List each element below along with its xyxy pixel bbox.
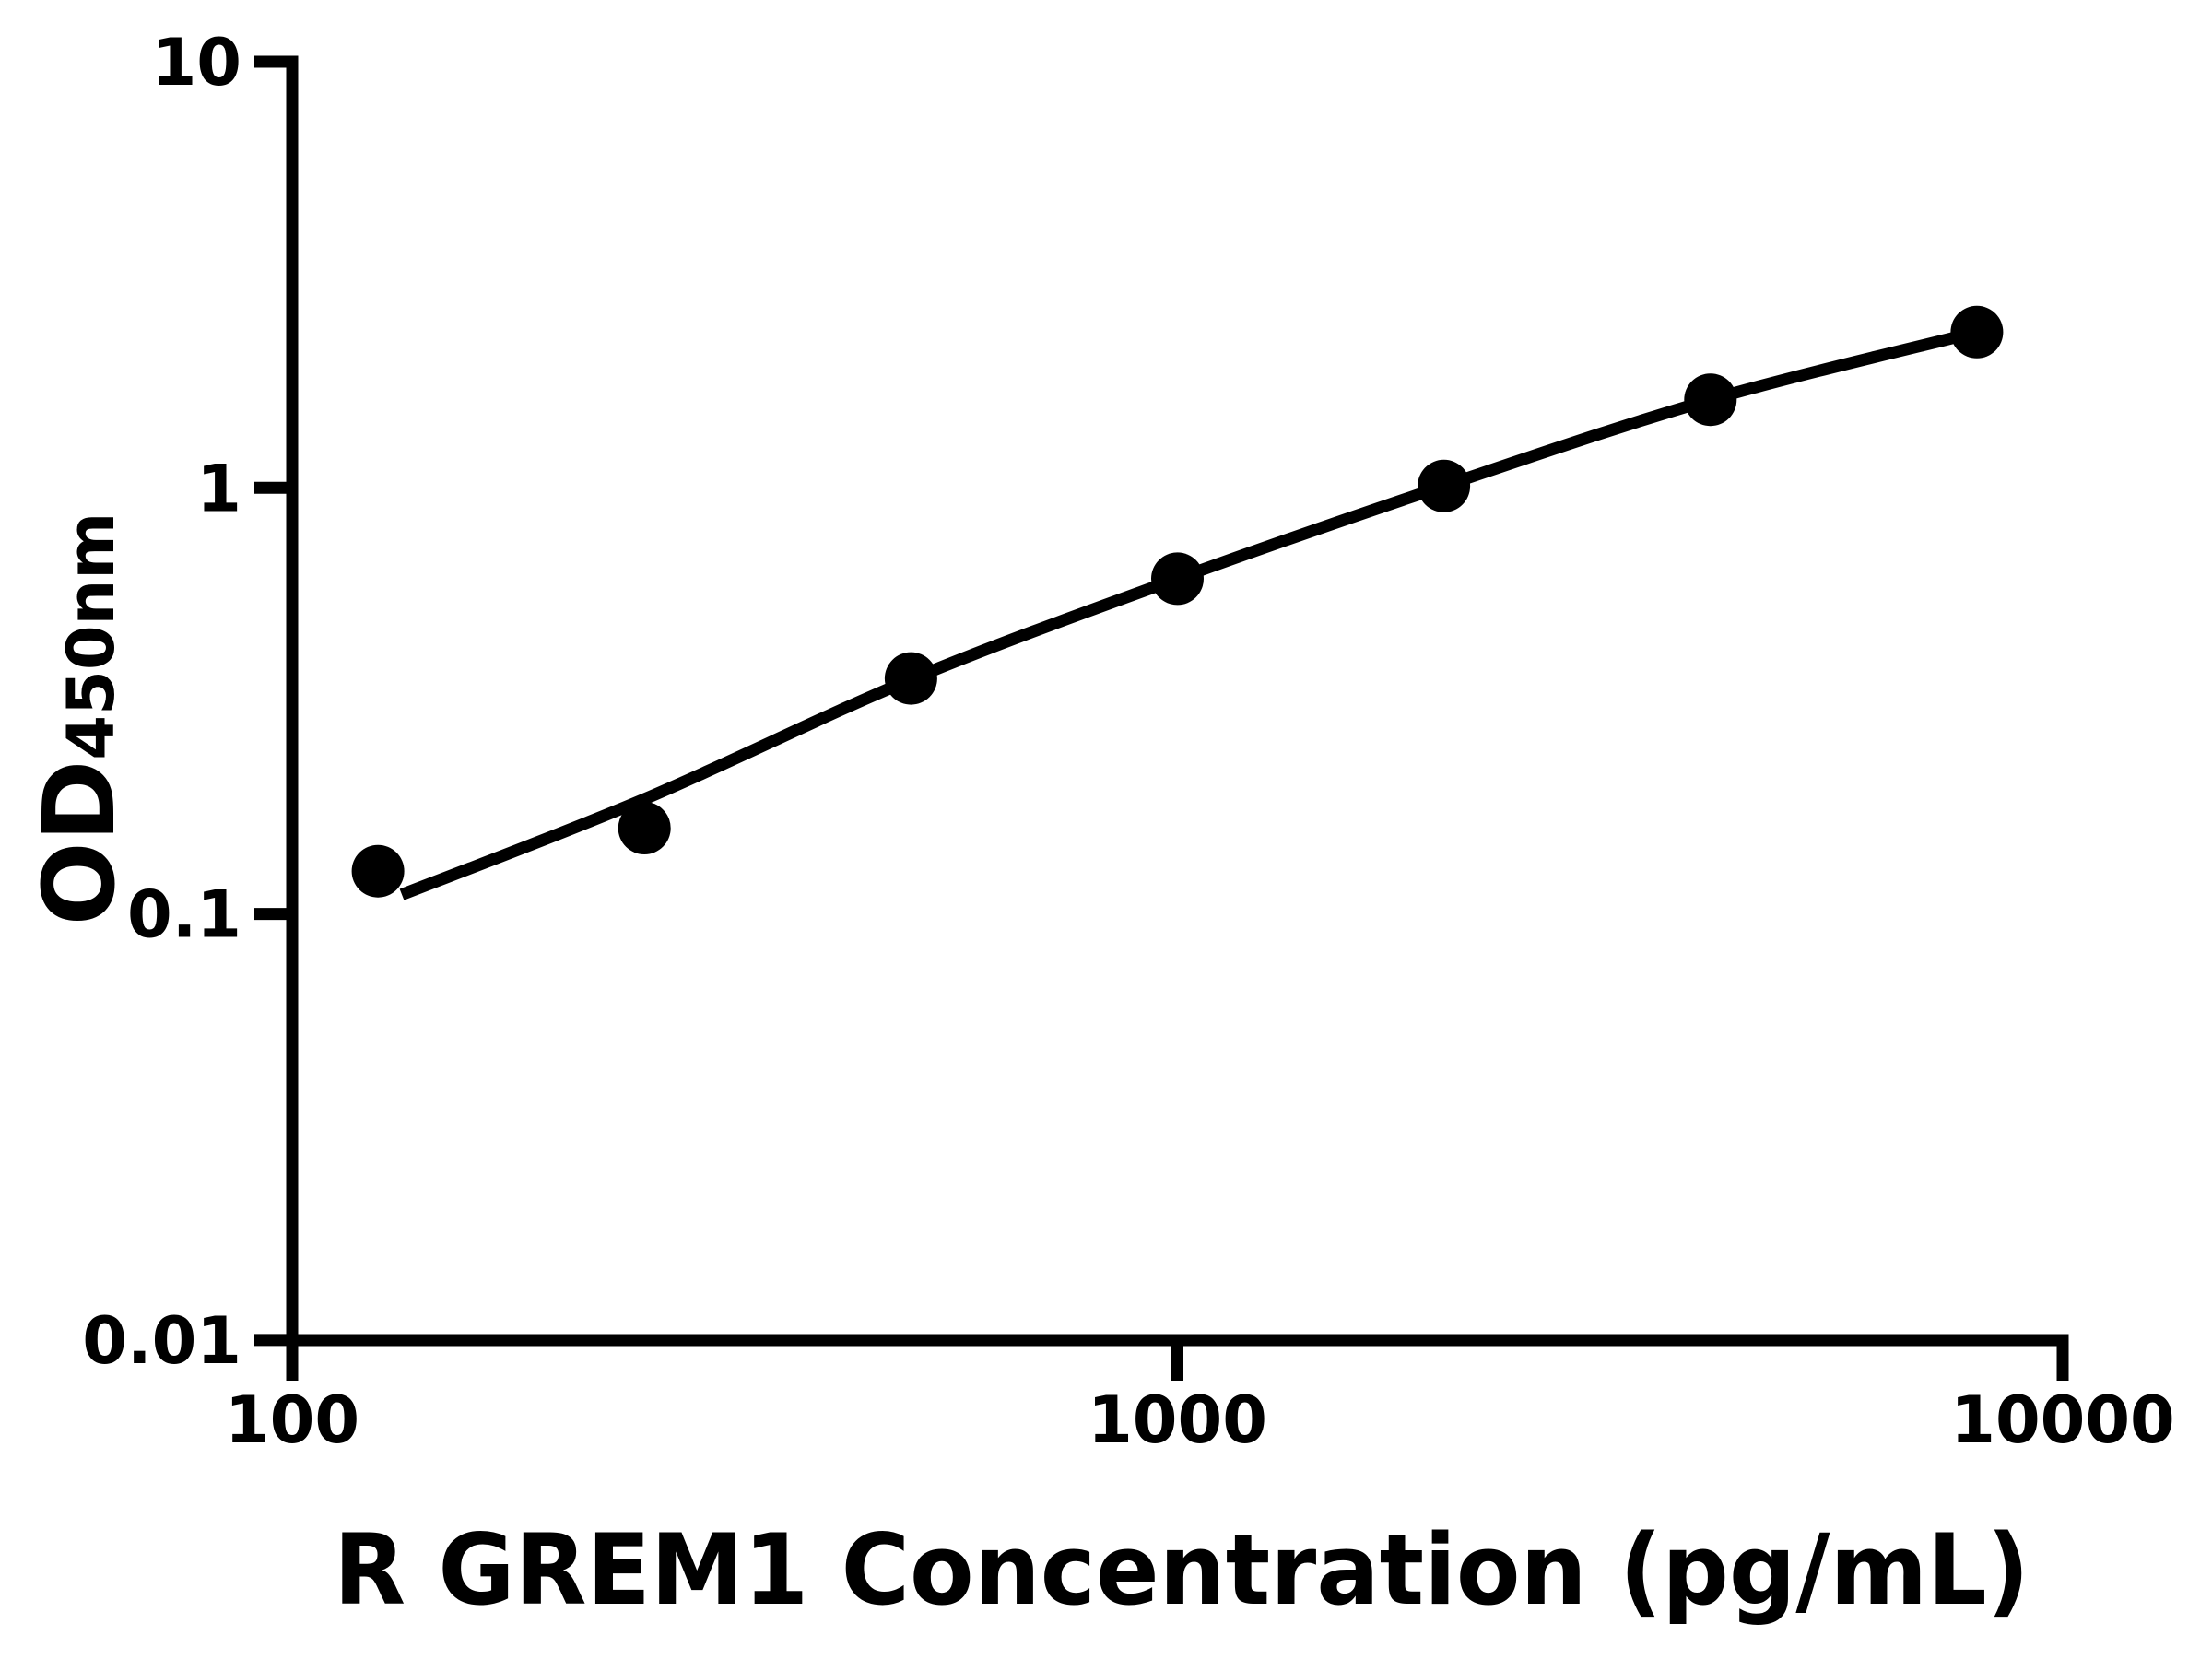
data-point [1151, 552, 1204, 606]
y-tick-label: 0.1 [127, 877, 241, 953]
y-axis-title-sub: 450nm [53, 512, 129, 760]
x-tick-label: 10000 [1950, 1382, 2175, 1458]
x-tick-label: 1000 [1088, 1382, 1267, 1458]
data-point [351, 844, 405, 898]
data-point [1950, 305, 2004, 359]
data-point [884, 652, 937, 705]
y-axis-title-main: OD [23, 760, 137, 926]
y-tick-label: 0.01 [82, 1303, 241, 1379]
y-tick-label: 1 [196, 451, 241, 526]
x-axis-title: R GREM1 Concentration (pg/mL) [334, 1513, 2030, 1627]
data-point [1418, 459, 1471, 512]
y-tick-label: 10 [152, 25, 241, 100]
x-tick-label: 100 [225, 1382, 359, 1458]
y-axis-title: OD450nm [23, 512, 137, 926]
data-point [618, 802, 671, 854]
data-point [1684, 373, 1737, 427]
axes [286, 55, 2069, 1347]
